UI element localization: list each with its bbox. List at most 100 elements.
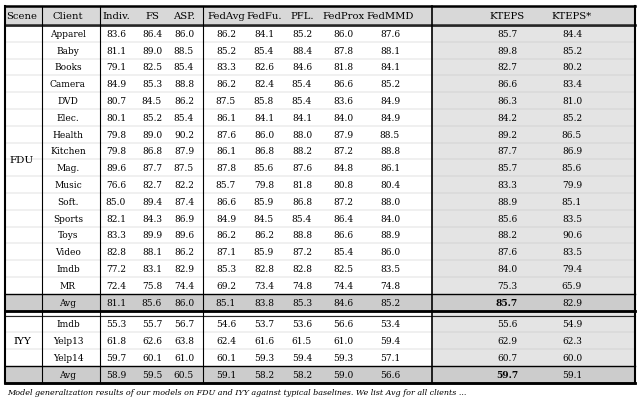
Text: ASP.: ASP.	[173, 12, 195, 21]
Text: Books: Books	[54, 63, 82, 72]
Text: 81.1: 81.1	[106, 47, 126, 56]
Text: KTEPS: KTEPS	[490, 12, 525, 21]
Text: 85.2: 85.2	[380, 80, 400, 89]
Text: 55.6: 55.6	[497, 320, 517, 329]
Text: 84.0: 84.0	[333, 113, 353, 123]
Text: 85.4: 85.4	[174, 113, 194, 123]
Text: 63.8: 63.8	[174, 336, 194, 345]
Text: Kitchen: Kitchen	[50, 147, 86, 156]
Text: 87.5: 87.5	[174, 164, 194, 173]
Text: Toys: Toys	[58, 231, 78, 240]
Text: 84.2: 84.2	[497, 113, 517, 123]
Text: 83.6: 83.6	[106, 30, 126, 39]
Text: MR: MR	[60, 281, 76, 290]
Text: 85.4: 85.4	[174, 63, 194, 72]
Text: 87.6: 87.6	[497, 248, 517, 257]
Text: 61.6: 61.6	[254, 336, 274, 345]
Text: 88.8: 88.8	[174, 80, 194, 89]
Text: 84.5: 84.5	[142, 97, 162, 106]
Text: 85.3: 85.3	[142, 80, 162, 89]
Text: 84.1: 84.1	[254, 113, 274, 123]
Text: 88.2: 88.2	[292, 147, 312, 156]
Text: 85.2: 85.2	[380, 298, 400, 307]
Text: 58.2: 58.2	[254, 370, 274, 379]
Text: 59.7: 59.7	[496, 370, 518, 379]
Text: 65.9: 65.9	[562, 281, 582, 290]
Text: 83.3: 83.3	[106, 231, 126, 240]
Text: 89.4: 89.4	[142, 197, 162, 207]
Text: 84.1: 84.1	[254, 30, 274, 39]
Text: 86.9: 86.9	[562, 147, 582, 156]
Text: 79.1: 79.1	[106, 63, 126, 72]
Text: FedFu.: FedFu.	[246, 12, 282, 21]
Text: 53.7: 53.7	[254, 320, 274, 329]
Text: 74.8: 74.8	[380, 281, 400, 290]
Text: 82.5: 82.5	[333, 264, 353, 273]
Text: 83.1: 83.1	[142, 264, 162, 273]
Text: 84.1: 84.1	[292, 113, 312, 123]
Text: 85.8: 85.8	[254, 97, 274, 106]
Text: 82.5: 82.5	[142, 63, 162, 72]
Text: 85.2: 85.2	[562, 113, 582, 123]
Text: 59.3: 59.3	[254, 353, 274, 362]
Text: Yelp13: Yelp13	[52, 336, 83, 345]
Text: 86.1: 86.1	[216, 113, 236, 123]
Text: Avg: Avg	[60, 370, 77, 379]
Text: 54.9: 54.9	[562, 320, 582, 329]
Text: 85.9: 85.9	[254, 248, 274, 257]
Text: 85.9: 85.9	[254, 197, 274, 207]
Text: 85.4: 85.4	[292, 97, 312, 106]
Text: 85.7: 85.7	[216, 180, 236, 190]
Text: 82.6: 82.6	[254, 63, 274, 72]
Text: 85.6: 85.6	[142, 298, 162, 307]
Text: 90.6: 90.6	[562, 231, 582, 240]
Text: 86.0: 86.0	[254, 130, 274, 140]
Text: 86.6: 86.6	[333, 80, 353, 89]
Text: 58.9: 58.9	[106, 370, 126, 379]
Text: IYY: IYY	[13, 336, 31, 345]
Text: 87.2: 87.2	[333, 197, 353, 207]
Text: 76.6: 76.6	[106, 180, 126, 190]
Text: 85.7: 85.7	[497, 30, 517, 39]
Text: 86.1: 86.1	[216, 147, 236, 156]
Text: Music: Music	[54, 180, 82, 190]
Text: 84.6: 84.6	[333, 298, 353, 307]
Text: 75.3: 75.3	[497, 281, 517, 290]
Text: 82.8: 82.8	[292, 264, 312, 273]
Text: 56.6: 56.6	[333, 320, 353, 329]
Text: 86.8: 86.8	[292, 197, 312, 207]
Text: 85.1: 85.1	[562, 197, 582, 207]
Text: 88.2: 88.2	[497, 231, 517, 240]
Text: 88.1: 88.1	[142, 248, 162, 257]
Text: 85.0: 85.0	[106, 197, 126, 207]
Text: 84.3: 84.3	[142, 214, 162, 223]
Bar	[5, 294, 635, 311]
Text: 88.4: 88.4	[292, 47, 312, 56]
Text: Yelp14: Yelp14	[52, 353, 83, 362]
Text: Client: Client	[52, 12, 83, 21]
Text: 85.7: 85.7	[497, 164, 517, 173]
Text: 86.0: 86.0	[174, 298, 194, 307]
Text: 82.7: 82.7	[497, 63, 517, 72]
Text: 60.1: 60.1	[216, 353, 236, 362]
Text: 79.8: 79.8	[106, 130, 126, 140]
Text: 88.8: 88.8	[292, 231, 312, 240]
Bar	[432, 7, 635, 383]
Text: 72.4: 72.4	[106, 281, 126, 290]
Text: 88.9: 88.9	[497, 197, 517, 207]
Text: Baby: Baby	[56, 47, 79, 56]
Text: 86.2: 86.2	[216, 80, 236, 89]
Text: 86.1: 86.1	[380, 164, 400, 173]
Text: 60.5: 60.5	[174, 370, 194, 379]
Text: 89.6: 89.6	[174, 231, 194, 240]
Text: 59.1: 59.1	[216, 370, 236, 379]
Text: 82.1: 82.1	[106, 214, 126, 223]
Text: 85.6: 85.6	[562, 164, 582, 173]
Text: 53.4: 53.4	[380, 320, 400, 329]
Text: DVD: DVD	[58, 97, 79, 106]
Text: 86.2: 86.2	[174, 97, 194, 106]
Text: 81.8: 81.8	[333, 63, 353, 72]
Text: Mag.: Mag.	[56, 164, 79, 173]
Text: 82.9: 82.9	[562, 298, 582, 307]
Text: 86.6: 86.6	[216, 197, 236, 207]
